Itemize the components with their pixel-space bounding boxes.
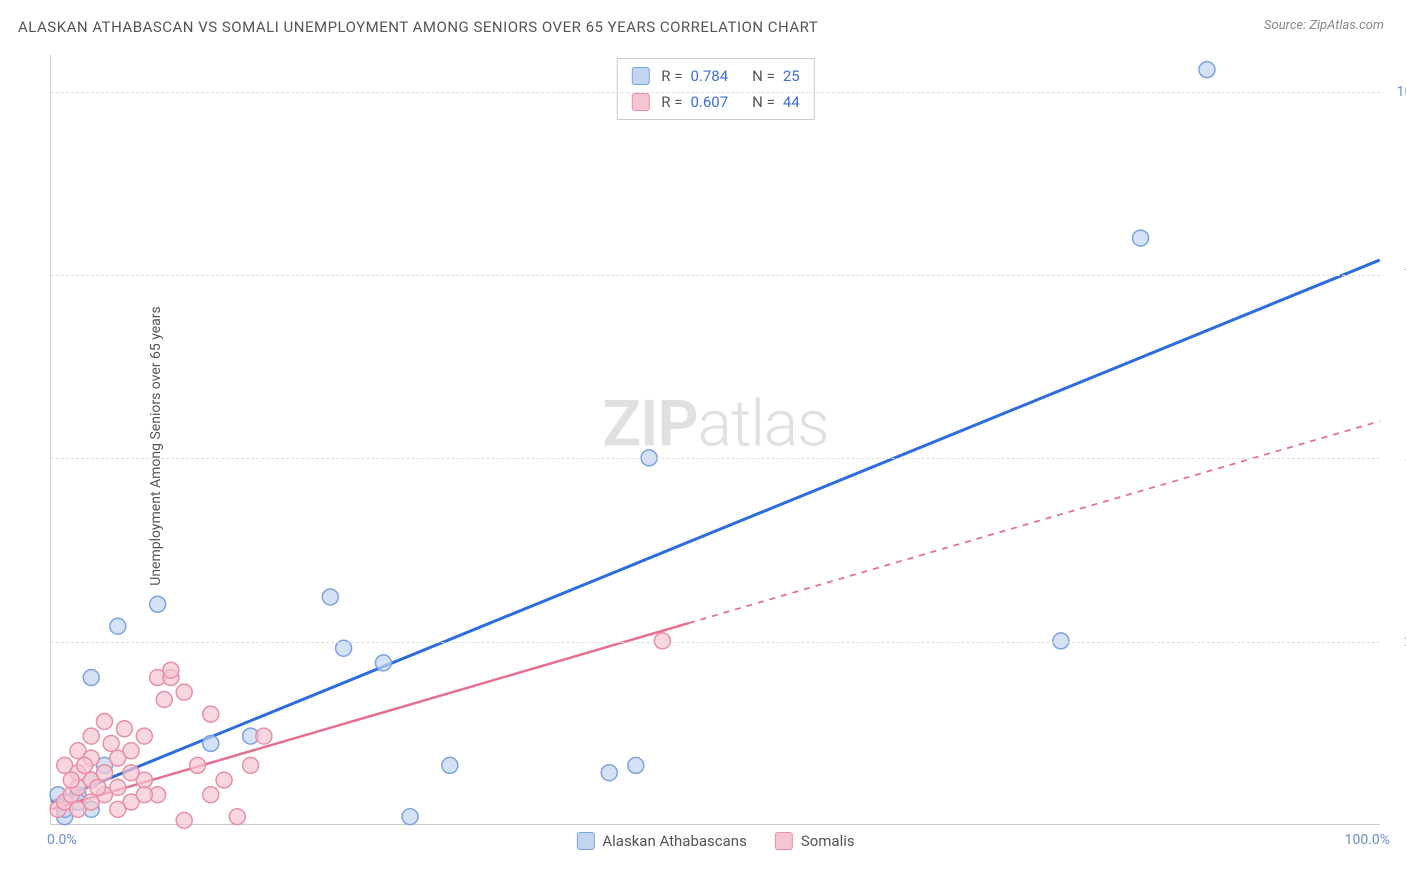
data-point <box>97 713 113 729</box>
trend-line <box>51 260 1379 802</box>
source-attribution: Source: ZipAtlas.com <box>1264 18 1384 33</box>
data-point <box>628 757 644 773</box>
data-point <box>156 692 172 708</box>
data-point <box>442 757 458 773</box>
data-point <box>216 772 232 788</box>
legend-item: Alaskan Athabascans <box>576 832 746 850</box>
data-point <box>136 787 152 803</box>
n-value: 44 <box>783 89 800 115</box>
data-point <box>243 757 259 773</box>
r-label: R = <box>661 89 682 115</box>
legend-label: Somalis <box>801 832 855 850</box>
data-point <box>90 779 106 795</box>
data-point <box>97 765 113 781</box>
n-label: N = <box>752 63 775 89</box>
data-point <box>83 670 99 686</box>
data-point <box>123 765 139 781</box>
stats-row: R = 0.607 N = 44 <box>631 89 799 115</box>
data-point <box>77 757 93 773</box>
grid-line <box>51 92 1380 93</box>
data-point <box>229 809 245 825</box>
r-label: R = <box>661 63 682 89</box>
legend-swatch <box>775 832 793 850</box>
n-value: 25 <box>783 63 800 89</box>
legend-item: Somalis <box>775 832 855 850</box>
stats-row: R = 0.784 N = 25 <box>631 63 799 89</box>
data-point <box>103 735 119 751</box>
plot-area: ZIPatlas R =0.784N =25R =0.607N =44 Alas… <box>50 55 1380 825</box>
data-point <box>83 728 99 744</box>
data-point <box>189 757 205 773</box>
data-point <box>176 812 192 828</box>
chart-title: ALASKAN ATHABASCAN VS SOMALI UNEMPLOYMEN… <box>18 18 818 36</box>
stats-swatch <box>631 67 649 85</box>
legend-swatch <box>576 832 594 850</box>
chart-container: ALASKAN ATHABASCAN VS SOMALI UNEMPLOYMEN… <box>0 0 1406 892</box>
data-point <box>375 655 391 671</box>
data-point <box>402 809 418 825</box>
data-point <box>136 728 152 744</box>
legend-label: Alaskan Athabascans <box>602 832 746 850</box>
data-point <box>203 787 219 803</box>
grid-line <box>51 642 1380 643</box>
data-point <box>322 589 338 605</box>
y-tick-label: 100.0% <box>1397 84 1406 100</box>
grid-line <box>51 458 1380 459</box>
x-tick-0: 0.0% <box>47 832 77 848</box>
data-point <box>116 721 132 737</box>
r-value: 0.607 <box>690 89 728 115</box>
r-value: 0.784 <box>690 63 728 89</box>
data-point <box>123 743 139 759</box>
x-tick-100: 100.0% <box>1345 832 1390 848</box>
trend-line-dashed <box>689 421 1380 623</box>
data-point <box>110 618 126 634</box>
data-point <box>176 684 192 700</box>
data-point <box>601 765 617 781</box>
data-point <box>163 662 179 678</box>
data-point <box>150 596 166 612</box>
stats-box: R = 0.784 N = 25 R = 0.607 N = 44 <box>616 58 814 120</box>
data-point <box>256 728 272 744</box>
data-point <box>203 706 219 722</box>
n-label: N = <box>752 89 775 115</box>
data-point <box>1133 230 1149 246</box>
stats-swatch <box>631 93 649 111</box>
legend-bottom: Alaskan Athabascans Somalis <box>576 832 854 850</box>
data-point <box>1199 62 1215 78</box>
data-point <box>203 735 219 751</box>
data-point <box>63 772 79 788</box>
grid-line <box>51 275 1380 276</box>
plot-svg <box>51 55 1380 824</box>
data-point <box>110 801 126 817</box>
data-point <box>110 779 126 795</box>
